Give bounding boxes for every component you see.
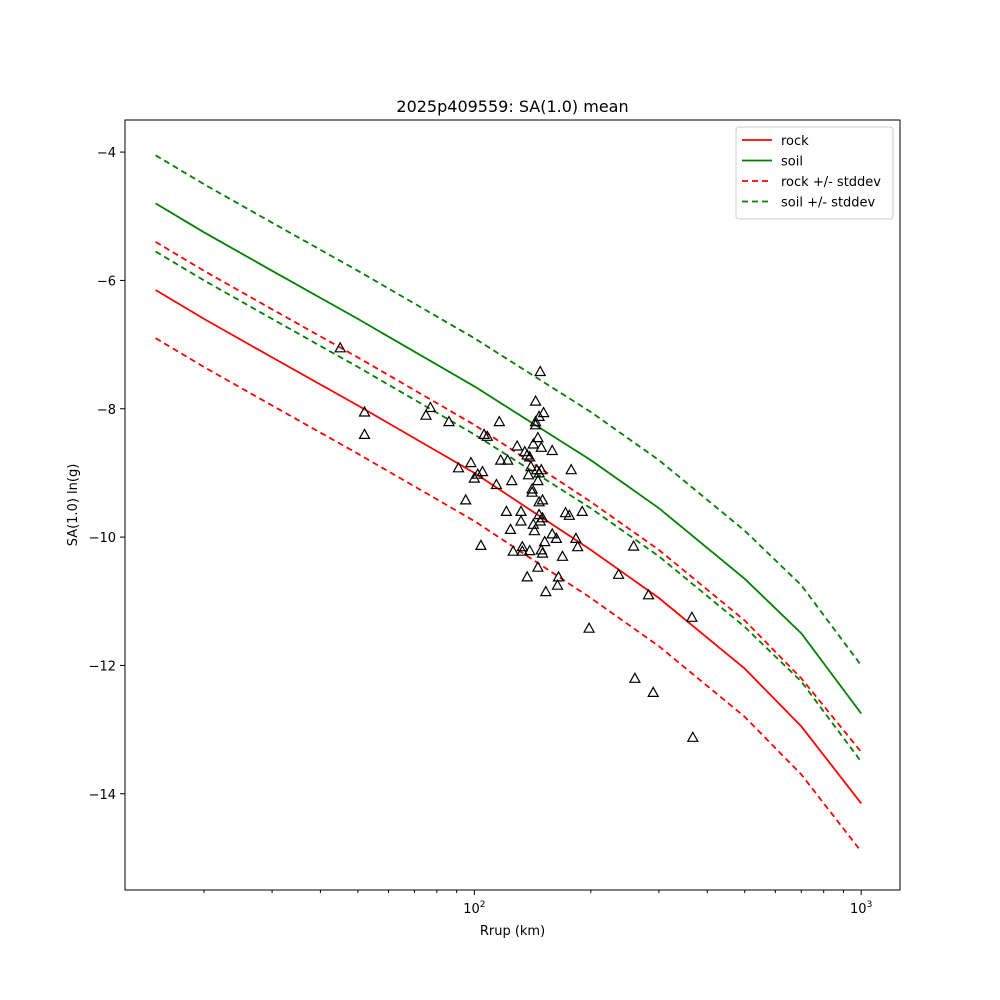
observation-point [550, 532, 563, 544]
observation-point [507, 544, 520, 556]
observation-point [536, 493, 549, 505]
observation-point [481, 430, 494, 441]
observation-point [459, 493, 472, 505]
observation-point [514, 514, 528, 526]
legend-box [735, 126, 894, 220]
observation-point [533, 410, 546, 421]
legend-label: soil [781, 155, 803, 170]
observation-point [628, 672, 641, 683]
observation-point [536, 546, 549, 558]
y-axis-label: SA(1.0) ln(g) [66, 464, 81, 547]
plot-frame [124, 119, 901, 891]
observation-point [576, 505, 589, 517]
observation-point [552, 570, 565, 582]
legend-label: soil +/- stddev [781, 196, 876, 211]
observation-point [474, 539, 487, 551]
observation-point [452, 461, 465, 473]
x-axis-ticks: 102 103 [203, 890, 872, 917]
observation-point [529, 394, 542, 406]
observation-point [514, 505, 528, 517]
observation-point [539, 585, 552, 597]
legend-label: rock +/- stddev [781, 175, 881, 190]
observation-point [559, 506, 572, 518]
observation-point [526, 482, 539, 494]
observation-point [523, 450, 536, 462]
observation-point [529, 418, 542, 430]
observation-point [537, 406, 550, 418]
observation-point [551, 578, 564, 590]
observation-point [563, 509, 576, 520]
observation-point [546, 527, 559, 539]
observation-point [516, 544, 529, 556]
observation-point [556, 550, 569, 561]
y-tick-label: −6 [97, 274, 116, 289]
y-tick-label: −8 [97, 403, 116, 418]
observation-point [419, 408, 433, 420]
observation-point [516, 540, 529, 552]
observation-point [358, 405, 371, 417]
x-tick-label: 103 [850, 900, 872, 917]
observation-point [464, 456, 477, 468]
x-axis-label: Rrup (km) [480, 924, 545, 939]
observation-point [358, 428, 371, 439]
series-line-3-lower [155, 250, 862, 763]
observation-point [686, 731, 699, 742]
observation-point [529, 415, 542, 427]
observation-point [647, 686, 660, 698]
observation-point [538, 535, 551, 547]
observation-point [642, 588, 655, 600]
series-line-2-upper [155, 241, 862, 753]
legend-label: rock [781, 134, 809, 149]
series-line-3-upper [155, 154, 862, 666]
observation-point [571, 540, 584, 552]
y-tick-label: −12 [89, 659, 116, 674]
observation-point [521, 448, 534, 460]
x-tick-label: 102 [463, 900, 485, 917]
observation-point [565, 463, 578, 475]
y-tick-label: −10 [89, 531, 116, 546]
observation-point [476, 465, 489, 477]
observation-point [524, 460, 537, 472]
series-line-0 [155, 289, 862, 804]
observation-point [612, 568, 625, 579]
observation-point [569, 532, 582, 544]
observation-point [528, 524, 541, 536]
observation-point [533, 495, 546, 507]
observation-point [523, 544, 536, 556]
observation-point [535, 463, 548, 475]
observation-point [534, 365, 547, 377]
observation-point [478, 428, 491, 439]
observation-point [493, 415, 506, 427]
observation-point [471, 467, 484, 479]
legend: rock soil rock +/- stddev soil +/- stddev [735, 126, 894, 220]
observation-point [500, 505, 513, 517]
observation-point [442, 415, 456, 427]
observation-point [685, 611, 698, 622]
observation-point [531, 474, 544, 486]
observation-point [490, 478, 503, 490]
observation-point [526, 485, 539, 497]
observation-point [627, 539, 640, 551]
observation-point [501, 453, 514, 465]
observation-point [521, 570, 534, 582]
observation-point [504, 523, 517, 535]
y-tick-label: −4 [97, 146, 116, 161]
observation-point [527, 437, 540, 449]
observation-point [511, 439, 524, 451]
observation-point [535, 441, 548, 452]
chart-title: 2025p409559: SA(1.0) mean [396, 97, 628, 116]
observation-point [334, 341, 347, 353]
observation-point [505, 474, 518, 486]
observation-point [531, 560, 544, 572]
observation-point [583, 621, 596, 633]
observation-point [546, 444, 559, 456]
observation-point [531, 431, 544, 443]
observation-point [536, 511, 549, 523]
y-axis-ticks: −4 −6 −8 −10 −12 −14 [89, 146, 125, 803]
y-tick-label: −14 [89, 788, 116, 803]
observation-point [494, 453, 507, 465]
series-line-2-lower [155, 337, 862, 853]
observation-point [424, 401, 437, 413]
